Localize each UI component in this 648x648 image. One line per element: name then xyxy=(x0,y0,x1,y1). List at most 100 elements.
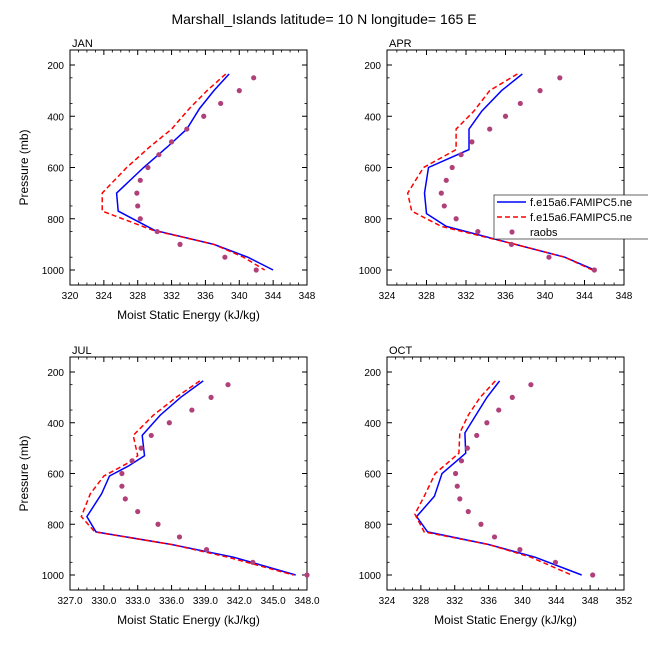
y-tick-label: 200 xyxy=(47,61,64,72)
series-line-dashed xyxy=(101,73,266,271)
legend: f.e15a6.FAMIPC5.ne f.e15a6.FAMIPC5.ne ra… xyxy=(493,194,648,240)
x-tick-label: 332 xyxy=(458,291,475,302)
chart-panel-apr: APR 324 328 332 336 340 344 348 200 400 600 800 1000 xyxy=(359,38,633,302)
x-axis-label: Moist Static Energy (kJ/kg) xyxy=(434,613,577,627)
raobs-point xyxy=(218,100,224,107)
plot-frame-oct xyxy=(386,356,625,591)
y-tick-label: 800 xyxy=(364,520,381,531)
plot-frame-jan xyxy=(69,49,308,286)
raobs-point xyxy=(208,394,214,400)
raobs-point xyxy=(517,547,523,553)
y-tick-label: 600 xyxy=(47,164,64,175)
raobs-point xyxy=(452,470,459,477)
raobs-point xyxy=(449,164,455,171)
y-tick-label: 400 xyxy=(47,112,64,123)
raobs-point xyxy=(137,216,143,222)
x-tick-label: 340 xyxy=(514,596,531,607)
chart-panel-oct: OCT 324 328 332 336 340 344 348 352 200 400 600 800 1… xyxy=(359,345,633,627)
x-tick-label: 336 xyxy=(197,291,214,302)
raobs-point xyxy=(129,458,135,464)
raobs-point xyxy=(453,216,459,222)
raobs-point xyxy=(137,177,143,183)
x-tick-label: 328 xyxy=(418,291,435,302)
y-tick-label: 200 xyxy=(364,61,381,72)
panel-title-apr: APR xyxy=(389,38,412,50)
y-tick-label: 1000 xyxy=(42,266,65,277)
y-tick-label: 800 xyxy=(47,520,64,531)
x-tick-label: 352 xyxy=(616,596,633,607)
y-tick-label: 1000 xyxy=(359,571,382,582)
raobs-point xyxy=(457,496,463,502)
y-tick-label: 1000 xyxy=(42,571,65,582)
y-tick-label: 400 xyxy=(364,419,381,430)
raobs-point xyxy=(438,190,444,196)
x-axis-label: Moist Static Energy (kJ/kg) xyxy=(117,308,260,322)
x-tick-label: 324 xyxy=(96,291,113,302)
raobs-point xyxy=(304,572,310,578)
y-tick-label: 400 xyxy=(47,419,64,430)
raobs-point xyxy=(469,139,475,145)
legend-label-solid: f.e15a6.FAMIPC5.ne xyxy=(530,197,632,209)
raobs-point xyxy=(591,267,597,273)
panel-title-jul: JUL xyxy=(72,345,92,357)
x-tick-label: 348 xyxy=(616,291,633,302)
x-tick-label: 348 xyxy=(299,291,316,302)
raobs-point xyxy=(502,113,509,119)
legend-label-dashed: f.e15a6.FAMIPC5.ne xyxy=(530,212,632,224)
raobs-point xyxy=(225,382,231,388)
series-line-solid xyxy=(423,73,595,271)
raobs-point xyxy=(590,572,596,578)
series-line-solid xyxy=(415,380,582,576)
raobs-point xyxy=(138,445,144,451)
raobs-point xyxy=(119,470,125,477)
x-tick-label: 339.0 xyxy=(193,596,218,607)
raobs-point xyxy=(201,113,207,119)
x-tick-label: 328 xyxy=(413,596,430,607)
raobs-point xyxy=(145,164,151,171)
x-tick-label: 336 xyxy=(480,596,497,607)
x-tick-label: 332 xyxy=(446,596,463,607)
y-tick-label: 600 xyxy=(47,470,64,481)
raobs-point xyxy=(236,88,242,94)
plot-frame-apr xyxy=(386,49,625,286)
series-line-dashed xyxy=(80,380,294,576)
chart-panel-jul: JUL 327.0 330.0 333.0 336.0 339.0 342.0 345.0 34… xyxy=(17,345,320,627)
raobs-point xyxy=(454,483,460,489)
legend-label-marker: raobs xyxy=(530,227,558,239)
x-tick-label: 348.0 xyxy=(294,596,319,607)
figure-title: Marshall_Islands latitude= 10 N longitud… xyxy=(171,11,476,27)
x-tick-label: 348 xyxy=(582,596,599,607)
raobs-point xyxy=(176,534,183,540)
x-tick-label: 332 xyxy=(163,291,180,302)
raobs-point xyxy=(189,407,195,413)
raobs-point xyxy=(465,508,471,515)
raobs-point xyxy=(443,177,449,183)
x-tick-label: 330.0 xyxy=(91,596,116,607)
raobs-point xyxy=(148,432,154,439)
x-tick-label: 342.0 xyxy=(227,596,252,607)
x-tick-label: 324 xyxy=(379,596,396,607)
raobs-point xyxy=(509,394,515,400)
series-line-dashed xyxy=(406,73,593,271)
y-tick-label: 800 xyxy=(364,215,381,226)
raobs-point xyxy=(484,420,490,426)
raobs-point xyxy=(441,203,447,209)
y-tick-label: 1000 xyxy=(359,266,382,277)
x-tick-label: 336 xyxy=(497,291,514,302)
raobs-point xyxy=(177,241,183,247)
raobs-point xyxy=(517,100,523,107)
x-tick-label: 333.0 xyxy=(125,596,150,607)
x-tick-label: 344 xyxy=(265,291,282,302)
x-tick-label: 336.0 xyxy=(159,596,184,607)
x-axis-label: Moist Static Energy (kJ/kg) xyxy=(117,613,260,627)
raobs-point xyxy=(487,126,493,132)
panel-title-jan: JAN xyxy=(72,38,93,50)
raobs-point xyxy=(135,508,141,515)
raobs-point xyxy=(496,407,502,413)
y-tick-label: 200 xyxy=(47,368,64,379)
raobs-point xyxy=(474,432,480,439)
y-tick-label: 200 xyxy=(364,368,381,379)
chart-panel-jan: JAN 320 324 328 332 336 340 344 348 200 400 600 800 1… xyxy=(17,38,316,322)
y-axis-label: Pressure (mb) xyxy=(17,129,31,205)
